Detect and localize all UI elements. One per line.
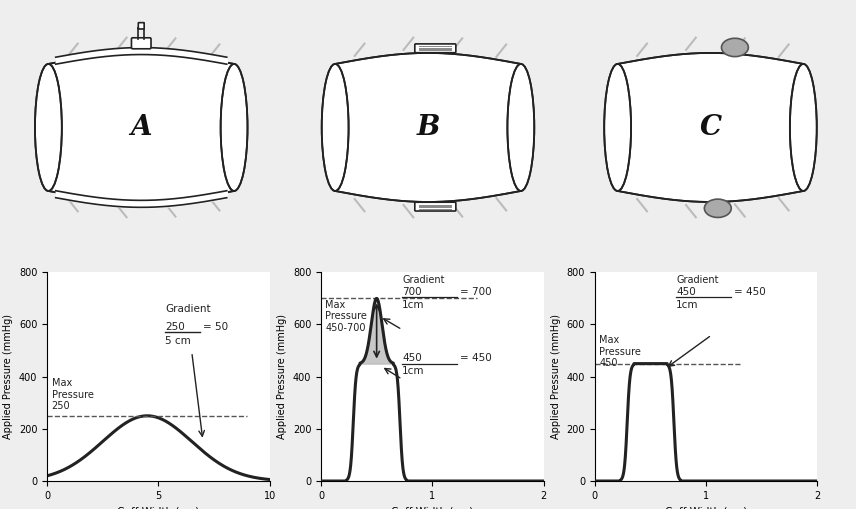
Text: A: A xyxy=(130,114,152,141)
FancyBboxPatch shape xyxy=(415,202,456,211)
Ellipse shape xyxy=(35,64,62,191)
Polygon shape xyxy=(618,53,803,202)
Text: B: B xyxy=(416,114,440,141)
Text: = 450: = 450 xyxy=(461,353,492,363)
Ellipse shape xyxy=(508,64,534,191)
Y-axis label: Applied Pressure (mmHg): Applied Pressure (mmHg) xyxy=(3,314,14,439)
Ellipse shape xyxy=(704,199,731,217)
Text: Max
Pressure
450: Max Pressure 450 xyxy=(599,335,641,368)
Text: = 50: = 50 xyxy=(203,322,228,332)
Polygon shape xyxy=(49,53,234,202)
Text: Gradient: Gradient xyxy=(676,275,719,285)
Text: = 450: = 450 xyxy=(734,287,766,297)
Text: 450: 450 xyxy=(676,287,696,297)
Text: Max
Pressure
450-700: Max Pressure 450-700 xyxy=(325,300,367,333)
Ellipse shape xyxy=(322,64,348,191)
X-axis label: Cuff Width (cm): Cuff Width (cm) xyxy=(117,506,199,509)
Text: 450: 450 xyxy=(402,353,422,363)
FancyBboxPatch shape xyxy=(132,38,151,49)
Text: C: C xyxy=(699,114,722,141)
Ellipse shape xyxy=(221,64,247,191)
Text: Gradient: Gradient xyxy=(165,303,211,314)
Text: 1cm: 1cm xyxy=(676,300,698,309)
Text: Gradient: Gradient xyxy=(402,275,445,285)
Y-axis label: Applied Pressure (mmHg): Applied Pressure (mmHg) xyxy=(551,314,562,439)
Ellipse shape xyxy=(604,64,631,191)
Ellipse shape xyxy=(722,38,748,56)
Text: 700: 700 xyxy=(402,287,422,297)
Ellipse shape xyxy=(790,64,817,191)
Text: Max
Pressure
250: Max Pressure 250 xyxy=(51,378,93,411)
FancyBboxPatch shape xyxy=(415,44,456,53)
Polygon shape xyxy=(336,53,520,202)
FancyBboxPatch shape xyxy=(139,22,144,29)
Text: 250: 250 xyxy=(165,322,185,332)
Text: 1cm: 1cm xyxy=(402,300,425,309)
Text: 1cm: 1cm xyxy=(402,366,425,377)
X-axis label: Cuff Width (cm): Cuff Width (cm) xyxy=(665,506,747,509)
X-axis label: Cuff Width (cm): Cuff Width (cm) xyxy=(391,506,473,509)
Text: = 700: = 700 xyxy=(461,287,491,297)
Text: 5 cm: 5 cm xyxy=(165,336,191,346)
Y-axis label: Applied Pressure (mmHg): Applied Pressure (mmHg) xyxy=(277,314,288,439)
